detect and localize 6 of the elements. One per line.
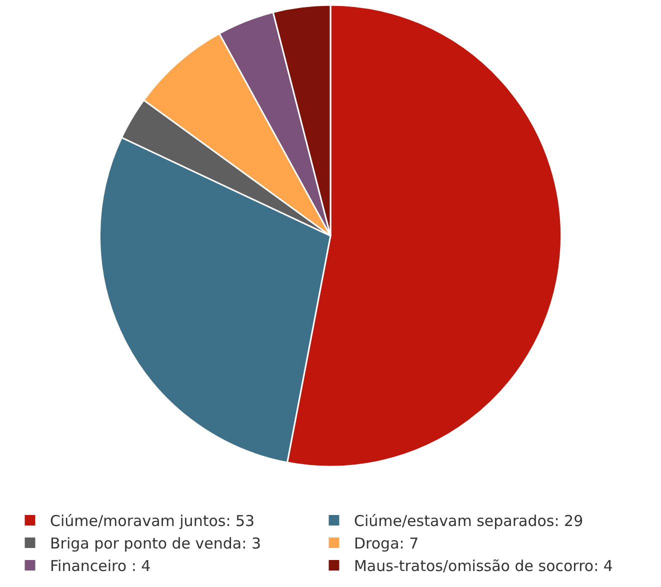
legend-label: Maus-tratos/omissão de socorro: 4 <box>354 557 613 576</box>
legend-label: Ciúme/moravam juntos: 53 <box>50 512 255 530</box>
legend-label: Ciúme/estavam separados: 29 <box>354 512 584 530</box>
legend-label: Financeiro : 4 <box>50 557 151 576</box>
legend-label: Droga: 7 <box>354 534 419 553</box>
legend-label: Briga por ponto de venda: 3 <box>50 534 261 553</box>
